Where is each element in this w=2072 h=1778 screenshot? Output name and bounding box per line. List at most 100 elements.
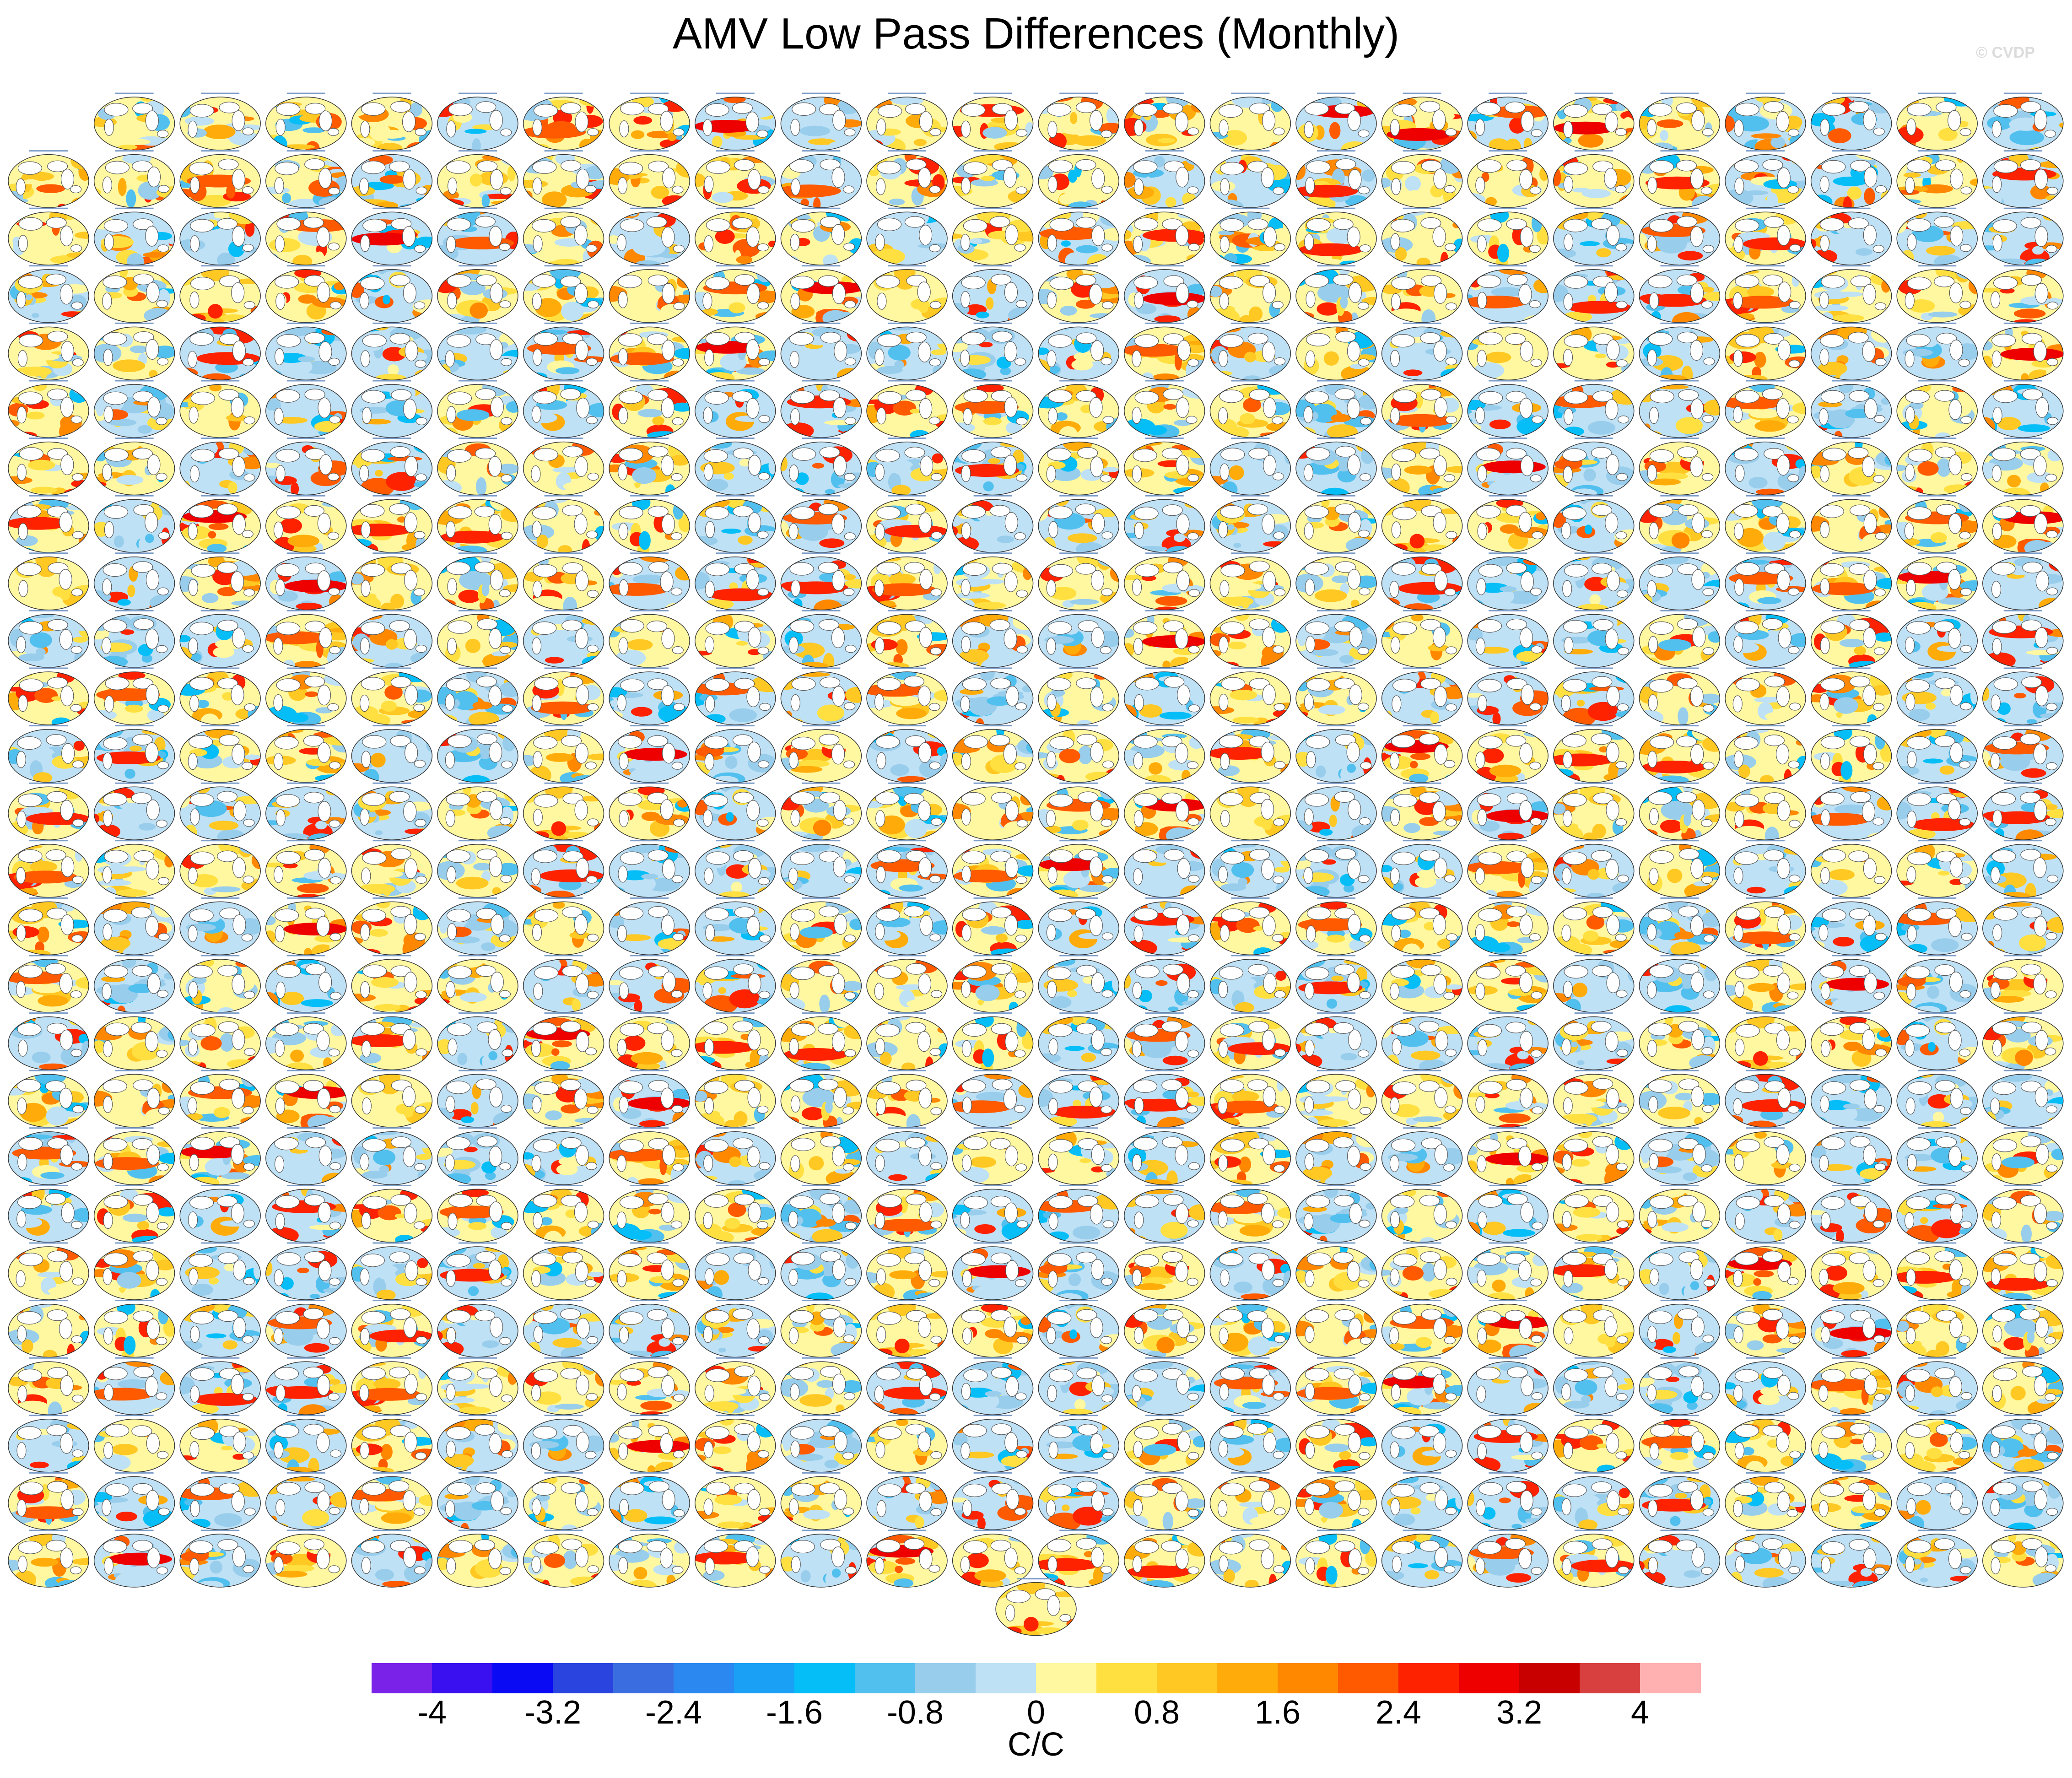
map-panel <box>93 1012 175 1070</box>
map-panel <box>952 1415 1034 1473</box>
map-panel <box>952 495 1034 553</box>
map-panel <box>8 207 89 265</box>
map-panel <box>866 92 948 151</box>
map-panel <box>780 897 862 956</box>
map-panel <box>523 782 604 840</box>
map-panel <box>1038 552 1119 611</box>
map-panel <box>1381 150 1463 208</box>
map-panel <box>1896 1127 1978 1185</box>
map-panel <box>1467 207 1549 265</box>
map-panel <box>179 150 261 208</box>
map-panel <box>1982 322 2064 381</box>
map-panel <box>1295 610 1377 668</box>
map-panel <box>437 782 518 840</box>
map-panel <box>1725 322 1806 381</box>
map-panel <box>1810 1472 1892 1530</box>
map-panel <box>695 1529 776 1588</box>
map-panel <box>695 782 776 840</box>
map-panel <box>1295 667 1377 725</box>
map-panel <box>437 438 518 496</box>
map-panel <box>1639 897 1721 956</box>
map-panel <box>265 207 347 265</box>
map-panel <box>437 667 518 725</box>
map-panel <box>523 725 604 783</box>
map-panel <box>866 1472 948 1530</box>
map-panel <box>952 92 1034 151</box>
map-panel <box>780 725 862 783</box>
map-panel <box>1381 1300 1463 1358</box>
map-panel <box>1639 1472 1721 1530</box>
map-panel <box>1209 725 1291 783</box>
map-panel <box>1209 667 1291 725</box>
map-panel <box>1725 552 1806 611</box>
map-panel <box>351 1415 433 1473</box>
map-panel <box>695 495 776 553</box>
map-panel <box>1124 380 1205 438</box>
map-panel <box>1810 207 1892 265</box>
map-panel <box>1295 1184 1377 1243</box>
map-panel <box>1124 438 1205 496</box>
map-panel <box>1467 92 1549 151</box>
map-panel <box>866 150 948 208</box>
map-panel <box>1209 380 1291 438</box>
colorbar-tick-label: -3.2 <box>524 1694 582 1731</box>
map-panel <box>1896 782 1978 840</box>
map-panel <box>437 1529 518 1588</box>
map-panel <box>1038 207 1119 265</box>
map-panel <box>93 955 175 1013</box>
map-panel <box>179 1415 261 1473</box>
map-panel <box>351 1070 433 1128</box>
map-panel <box>437 897 518 956</box>
map-panel <box>1982 1242 2064 1300</box>
map-panel <box>780 1012 862 1070</box>
map-panel <box>1725 92 1806 151</box>
map-panel <box>780 380 862 438</box>
map-panel <box>1467 1012 1549 1070</box>
map-panel <box>93 265 175 323</box>
map-panel <box>866 897 948 956</box>
map-panel <box>351 840 433 898</box>
map-panel <box>1553 438 1635 496</box>
map-panel <box>437 265 518 323</box>
colorbar-tick-label: 0 <box>1026 1694 1046 1731</box>
map-panel <box>1124 1529 1205 1588</box>
map-panel <box>1295 265 1377 323</box>
map-panel <box>8 610 89 668</box>
map-panel <box>695 1357 776 1415</box>
map-panel <box>1038 150 1119 208</box>
map-panel <box>93 1300 175 1358</box>
map-panel <box>1124 782 1205 840</box>
map-panel <box>265 1529 347 1588</box>
map-panel <box>1038 1357 1119 1415</box>
map-panel <box>609 552 690 611</box>
map-panel <box>1295 1357 1377 1415</box>
map-panel <box>609 322 690 381</box>
map-panel <box>1639 438 1721 496</box>
map-panel <box>265 150 347 208</box>
map-panel <box>1725 1242 1806 1300</box>
map-panel <box>1639 1300 1721 1358</box>
map-panel <box>1467 1357 1549 1415</box>
map-panel <box>866 1127 948 1185</box>
map-panel <box>523 840 604 898</box>
map-panel <box>1038 782 1119 840</box>
map-panel <box>952 1300 1034 1358</box>
map-panel <box>265 782 347 840</box>
map-panel <box>1639 840 1721 898</box>
map-panel <box>1381 897 1463 956</box>
colorbar-swatch <box>1096 1663 1157 1693</box>
map-panel <box>1038 725 1119 783</box>
map-panel <box>609 438 690 496</box>
colorbar-swatch <box>674 1663 734 1693</box>
map-panel <box>1124 322 1205 381</box>
map-panel <box>8 1415 89 1473</box>
map-panel <box>1810 1012 1892 1070</box>
map-panel <box>1725 840 1806 898</box>
map-panel <box>1896 955 1978 1013</box>
map-panel <box>351 1012 433 1070</box>
map-panel <box>265 667 347 725</box>
map-panel <box>780 265 862 323</box>
map-panel <box>1896 1472 1978 1530</box>
map-panel <box>780 1472 862 1530</box>
map-panel <box>1038 1070 1119 1128</box>
